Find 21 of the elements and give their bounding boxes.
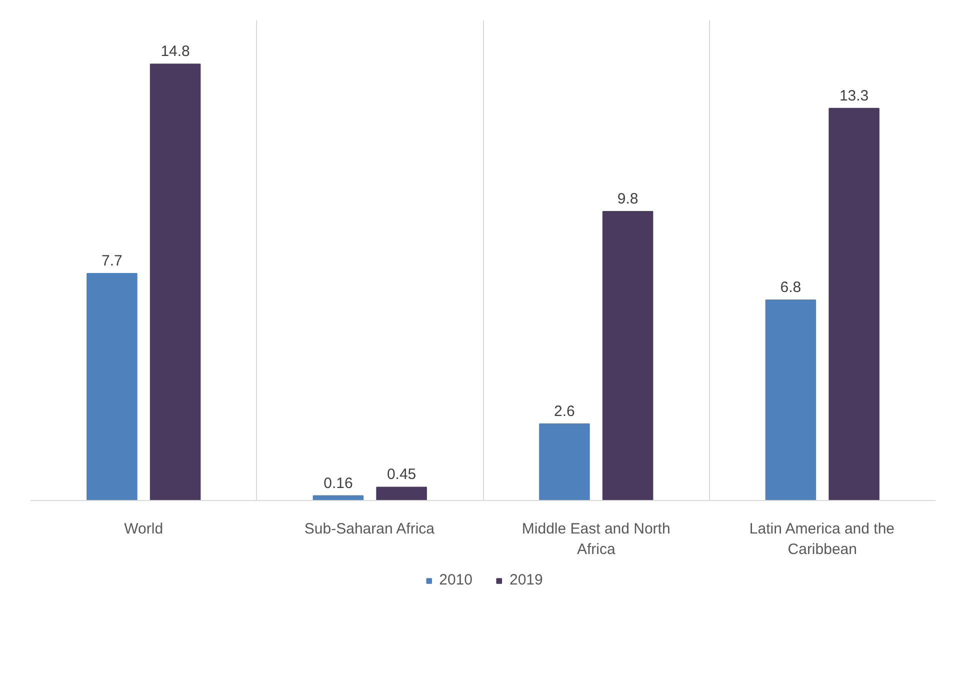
x-tick-label: Sub-Saharan Africa xyxy=(304,520,436,538)
legend-label: 2019 xyxy=(510,572,543,588)
data-label: 0.16 xyxy=(324,474,353,492)
data-label: 13.3 xyxy=(839,87,869,104)
x-tick-label: Latin America and the Caribbean xyxy=(749,520,895,558)
data-label: 14.8 xyxy=(160,43,190,60)
x-tick-label: World xyxy=(124,520,164,538)
legend-label: 2010 xyxy=(439,572,472,588)
bar xyxy=(828,108,880,500)
bar xyxy=(86,272,138,500)
data-label: 9.8 xyxy=(617,190,638,208)
bar xyxy=(765,300,816,500)
bar xyxy=(150,64,201,500)
bar xyxy=(376,486,427,500)
bar xyxy=(602,211,654,500)
data-label: 7.7 xyxy=(102,252,122,270)
x-tick-label: Middle East and North Africa xyxy=(522,520,670,558)
data-label: 0.45 xyxy=(386,466,416,484)
data-label: 2.6 xyxy=(554,402,575,420)
data-label: 6.8 xyxy=(780,279,802,296)
bar xyxy=(539,423,590,500)
